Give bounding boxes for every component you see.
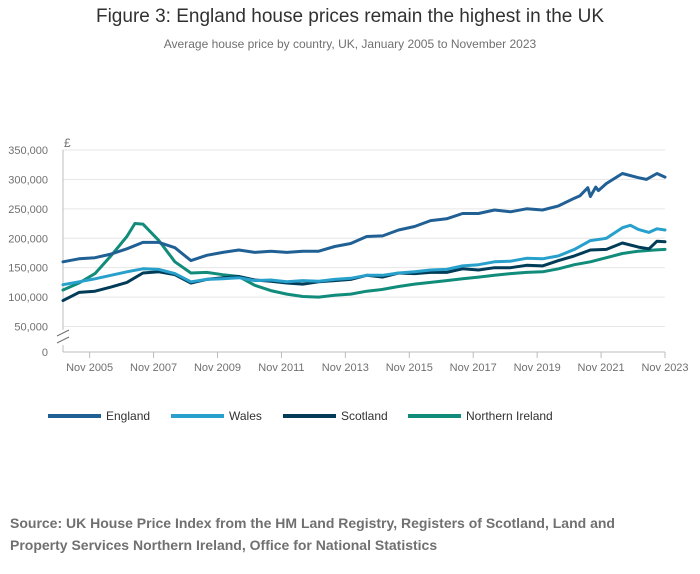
- chart-title: Figure 3: England house prices remain th…: [95, 6, 605, 27]
- y-tick-label: 100,000: [8, 292, 48, 304]
- x-tick-label: Nov 2007: [130, 362, 177, 374]
- x-tick-label: Nov 2019: [514, 362, 561, 374]
- y-tick-label: 50,000: [14, 322, 48, 334]
- legend-label: Wales: [229, 409, 262, 423]
- y-axis: £ 0 50,000 100,000 150,000 200,000 250,000 300…: [8, 136, 71, 359]
- x-axis: Nov 2005 Nov 2007 Nov 2009 Nov 2011 Nov 2013…: [63, 351, 689, 374]
- axis-break-mark: [56, 329, 70, 337]
- legend-label: England: [106, 409, 150, 423]
- gridlines: [63, 149, 665, 327]
- y-tick-label: 0: [42, 347, 48, 359]
- y-tick-label: 350,000: [8, 145, 48, 157]
- y-tick-label: 200,000: [8, 233, 48, 245]
- series-line-wales: [61, 223, 667, 287]
- axis-break-mark: [56, 336, 70, 344]
- series-lines: [61, 172, 667, 303]
- y-axis-unit-label: £: [64, 136, 71, 150]
- source-note: Source: UK House Price Index from the HM…: [10, 515, 615, 553]
- legend: England Wales Scotland Northern Ireland: [48, 409, 553, 423]
- line-chart: £ 0 50,000 100,000 150,000 200,000 250,000 300…: [8, 136, 689, 423]
- x-tick-label: Nov 2009: [194, 362, 241, 374]
- x-tick-label: Nov 2005: [66, 362, 113, 374]
- y-tick-label: 250,000: [8, 204, 48, 216]
- x-tick-label: Nov 2011: [258, 362, 304, 374]
- series-line-northern-ireland: [61, 222, 667, 299]
- x-tick-label: Nov 2013: [322, 362, 369, 374]
- x-tick-label: Nov 2023: [641, 362, 688, 374]
- series-line-england: [61, 172, 667, 264]
- y-tick-label: 300,000: [8, 174, 48, 186]
- legend-label: Northern Ireland: [466, 409, 553, 423]
- legend-label: Scotland: [341, 409, 388, 423]
- y-tick-label: 150,000: [8, 263, 48, 275]
- chart-subtitle: Average house price by country, UK, Janu…: [163, 37, 537, 51]
- x-tick-label: Nov 2021: [578, 362, 625, 374]
- x-tick-label: Nov 2017: [450, 362, 497, 374]
- x-tick-label: Nov 2015: [386, 362, 433, 374]
